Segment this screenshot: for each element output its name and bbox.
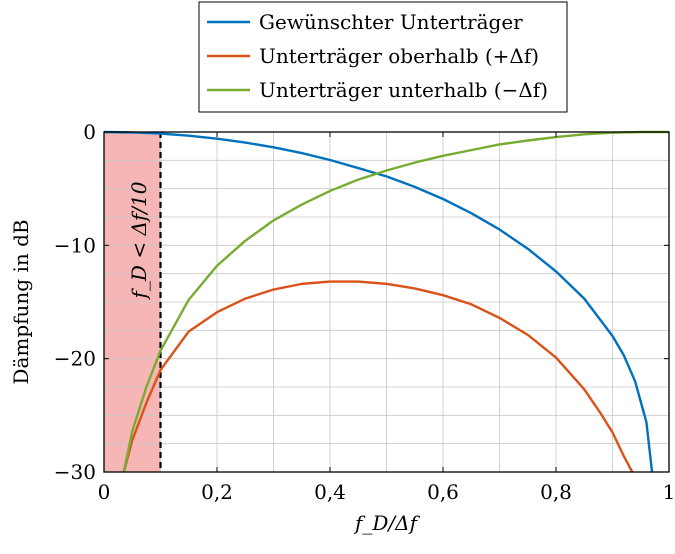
x-tick-label: 0 xyxy=(98,480,111,504)
legend: Gewünschter Unterträger Unterträger oberh… xyxy=(198,1,568,113)
y-tick-label: 0 xyxy=(83,120,96,144)
legend-box xyxy=(198,1,568,113)
series-line-1 xyxy=(103,130,654,473)
y-tick-label: −20 xyxy=(54,347,96,371)
legend-label-3: Unterträger unterhalb (−Δf) xyxy=(259,78,548,102)
legend-label-1: Gewünschter Unterträger xyxy=(259,10,523,34)
x-axis-label: f_D/Δf xyxy=(353,511,421,535)
series-line-3 xyxy=(122,130,669,473)
plot-frame xyxy=(103,131,670,473)
x-tick-label: 1 xyxy=(663,480,675,504)
legend-label-2: Unterträger oberhalb (+Δf) xyxy=(259,44,539,68)
x-tick-label: 0,6 xyxy=(427,480,459,504)
x-tick-label: 0,4 xyxy=(314,480,346,504)
series-line-2 xyxy=(122,280,634,473)
y-tick-label: −30 xyxy=(54,460,96,484)
y-tick-label: −10 xyxy=(54,233,96,257)
x-tick-label: 0,2 xyxy=(201,480,233,504)
region-annotation: f_D < Δf/10 xyxy=(127,181,151,300)
y-axis-label: Dämpfung in dB xyxy=(9,219,33,384)
x-tick-label: 0,8 xyxy=(540,480,572,504)
